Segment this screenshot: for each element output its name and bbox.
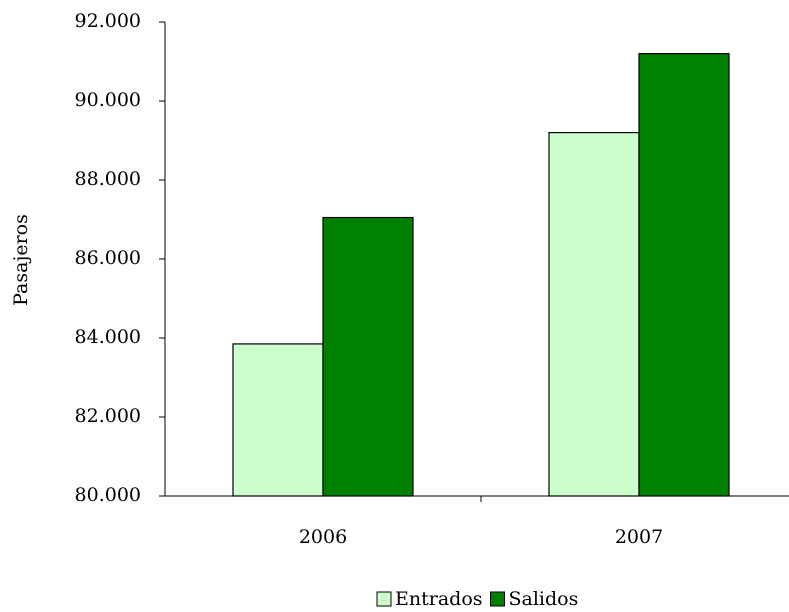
legend-label: Entrados <box>395 588 483 610</box>
y-axis-title: Pasajeros <box>10 214 32 306</box>
y-tick-label: 88.000 <box>75 168 141 190</box>
y-tick-label: 82.000 <box>75 405 141 427</box>
y-tick-label: 80.000 <box>75 484 141 506</box>
bar <box>548 132 640 497</box>
bar <box>322 216 414 497</box>
x-tick-label: 2006 <box>299 526 347 548</box>
legend-swatch <box>490 591 506 607</box>
bar <box>232 343 324 497</box>
legend-label: Salidos <box>509 588 579 610</box>
x-tick-label: 2007 <box>615 526 663 548</box>
bar <box>638 52 730 497</box>
y-tick-label: 86.000 <box>75 247 141 269</box>
y-tick-label: 90.000 <box>75 89 141 111</box>
y-tick-label: 92.000 <box>75 10 141 32</box>
y-tick-label: 84.000 <box>75 326 141 348</box>
legend-swatch <box>376 591 392 607</box>
